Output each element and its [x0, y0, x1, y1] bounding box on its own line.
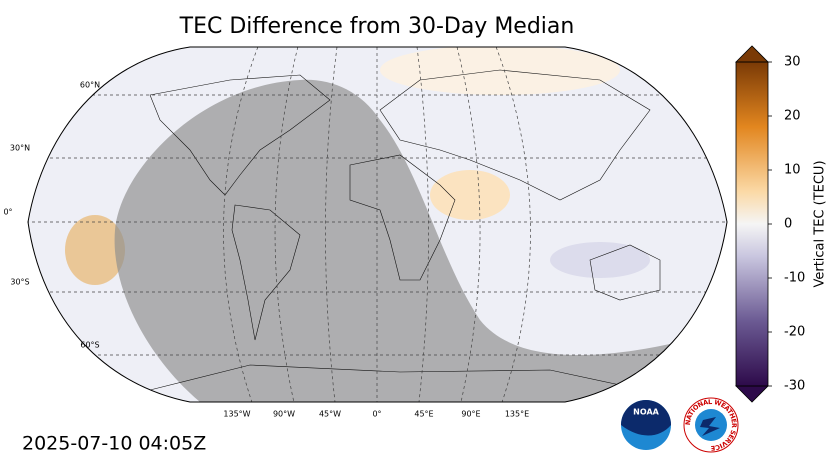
nws-inner [695, 409, 727, 441]
lon-label: 0° [372, 410, 381, 419]
colorbar-tick-label: -10 [784, 271, 805, 286]
meridian [223, 47, 259, 402]
map-labels: 60°N 30°N 0° 30°S 60°S 135°W 90°W 45°W 0° 45°E 90°… [3, 81, 529, 419]
meridian [495, 47, 531, 402]
lat-label: 60°N [80, 81, 100, 90]
lat-label: 60°S [80, 341, 99, 350]
map [28, 47, 727, 402]
colorbar-tick-label: 20 [784, 109, 801, 124]
meridian [416, 47, 429, 402]
lon-label: 90°E [461, 410, 480, 419]
noaa-text: NOAA [633, 408, 659, 417]
africa [349, 154, 456, 281]
colorbar-tick-label: 0 [784, 217, 792, 232]
timestamp: 2025-07-10 04:05Z [22, 433, 206, 455]
lon-label: 135°W [223, 410, 250, 419]
colorbar-extend-bottom [735, 385, 769, 403]
colorbar-label: Vertical TEC (TECU) [813, 160, 828, 287]
nws-logo: NATIONAL WEATHER SERVICE [683, 397, 739, 453]
north-america [149, 74, 331, 196]
tec-anomaly [65, 215, 125, 285]
lon-label: 45°W [319, 410, 341, 419]
eurasia [379, 69, 651, 201]
tec-anomaly [430, 170, 510, 220]
lon-label: 90°W [273, 410, 295, 419]
australia [589, 244, 661, 301]
nws-storm [700, 417, 720, 436]
lat-label: 0° [3, 208, 12, 217]
noaa-bird [621, 400, 671, 436]
lat-label: 30°N [10, 144, 30, 153]
meridian [325, 47, 338, 402]
colorbar-tick-label: 10 [784, 163, 801, 178]
night-shading [114, 79, 727, 402]
lon-label: 135°E [505, 410, 529, 419]
lon-label: 45°E [414, 410, 433, 419]
colorbar-tick-label: -30 [784, 379, 805, 394]
colorbar-scale [736, 62, 768, 386]
noaa-logo: NOAA [621, 400, 671, 450]
lat-label: 30°S [10, 278, 29, 287]
colorbar-tick-label: 30 [784, 55, 801, 70]
colorbar: Vertical TEC (TECU) -30 -20 -10 0 10 20 30 [735, 45, 828, 403]
title: TEC Difference from 30-Day Median [179, 14, 575, 39]
tec-anomaly [550, 242, 650, 278]
graticule [28, 47, 727, 402]
colorbar-tick-label: -20 [784, 325, 805, 340]
antarctica [139, 364, 641, 402]
colorbar-extend-top [735, 45, 769, 63]
south-america [231, 204, 301, 341]
